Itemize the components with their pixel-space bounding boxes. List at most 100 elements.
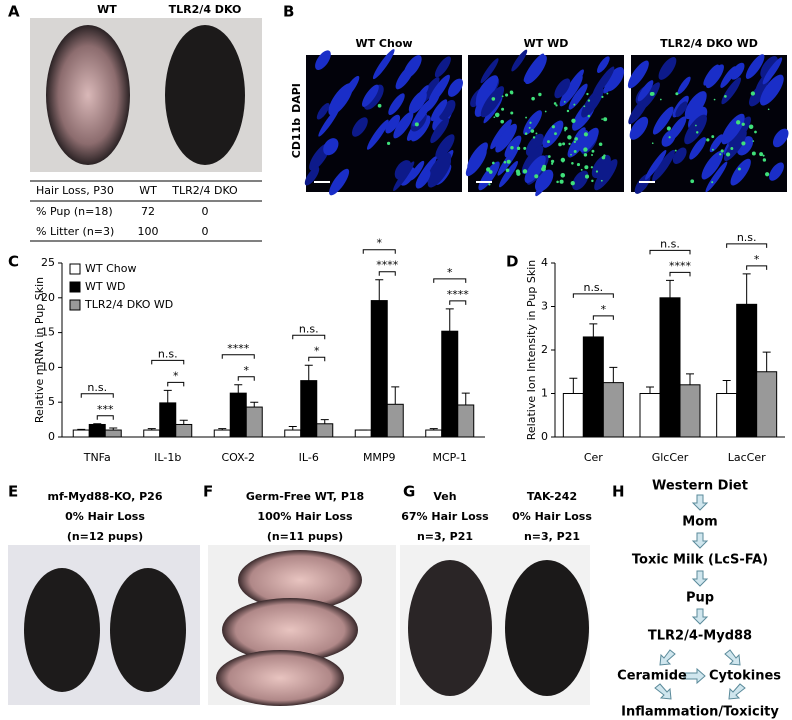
panel-label: E [8, 483, 18, 501]
stain-dot [531, 96, 535, 101]
stain-dot [666, 126, 671, 131]
x-tick-label: TNFa [83, 451, 111, 464]
bar [245, 406, 263, 438]
nucleus [447, 78, 463, 97]
bar [354, 429, 372, 438]
legend-label: WT Chow [85, 262, 136, 275]
stain-dot [503, 160, 507, 164]
stain-dot [765, 172, 770, 177]
bracket [649, 249, 691, 255]
y-axis-label: Relative Ion Intensity in Pup Skin [525, 260, 538, 440]
bar [386, 403, 404, 438]
x-tick-label: MMP9 [363, 451, 396, 464]
nucleus [323, 138, 339, 156]
photo [400, 545, 590, 705]
legend-label: TLR2/4 DKO WD [84, 298, 173, 311]
stain-dot [573, 149, 577, 153]
stain-dot [601, 118, 603, 120]
error-bar [429, 428, 438, 431]
photo [30, 18, 262, 172]
caption: (n=11 pups) [267, 530, 343, 543]
nucleus [579, 127, 599, 153]
nucleus [328, 83, 353, 116]
stain-dot [564, 126, 568, 131]
stain-dot [522, 169, 528, 174]
stain-dot [573, 140, 576, 144]
stain-dot [741, 141, 746, 146]
significance: n.s. [299, 322, 319, 335]
significance: * [447, 266, 453, 279]
bar [716, 393, 738, 438]
nucleus [705, 161, 728, 193]
nucleus [329, 168, 350, 196]
stain-dot [567, 135, 572, 140]
error-bar [250, 401, 259, 408]
nucleus [628, 95, 650, 125]
nucleus [428, 74, 450, 105]
nucleus [567, 130, 589, 158]
bar [316, 423, 334, 438]
stain-dot [566, 109, 570, 113]
diagram-node: TLR2/4-Myd88 [648, 629, 752, 644]
legend-label: WT WD [85, 280, 125, 293]
stain-dot [556, 180, 559, 184]
bracket [167, 381, 185, 387]
nucleus [661, 130, 676, 147]
significance: *** [97, 403, 114, 416]
stain-dot [551, 162, 554, 165]
stain-dot [748, 124, 754, 129]
caption: 0% Hair Loss [512, 510, 592, 523]
stain-dot [711, 181, 714, 184]
stain-dot [516, 171, 521, 176]
stain-dot [510, 146, 514, 150]
nucleus [400, 167, 416, 186]
stain-dot [506, 159, 511, 164]
bracket [96, 415, 114, 420]
diagram-node: Ceramide [617, 669, 687, 684]
error-bar [288, 426, 297, 431]
panel-label: C [8, 253, 19, 271]
stain-dot [583, 153, 588, 157]
caption: 67% Hair Loss [401, 510, 489, 523]
nucleus [534, 169, 554, 192]
stain-dot [510, 111, 514, 115]
photo [208, 545, 396, 706]
nucleus [759, 74, 784, 106]
panel-label: D [506, 253, 518, 271]
nucleus [749, 83, 768, 107]
stain-dot [606, 92, 609, 95]
nucleus [304, 166, 320, 186]
panel-label: F [203, 483, 213, 501]
bar [582, 336, 604, 438]
x-tick-label: Cer [584, 451, 603, 464]
stain-label: CD11b [290, 118, 303, 159]
error-bar [234, 384, 243, 394]
error-bar [589, 323, 598, 337]
stain-dot [501, 107, 505, 111]
significance: **** [669, 259, 692, 272]
stain-dot [751, 151, 756, 156]
bracket [449, 300, 467, 305]
error-bar [609, 366, 618, 383]
nucleus [675, 101, 688, 117]
y-tick-label: 2 [541, 343, 548, 356]
stain-dot [713, 98, 716, 101]
nucleus [703, 64, 720, 86]
stain-dot [603, 154, 606, 157]
stain-dot [690, 179, 695, 184]
table-header: TLR2/4 DKO [171, 184, 238, 197]
table-cell: % Pup (n=18) [36, 205, 113, 218]
nucleus [684, 114, 707, 145]
stain-dot [750, 91, 756, 96]
nucleus [523, 53, 545, 82]
significance: * [173, 369, 179, 382]
panel-title: WT WD [524, 37, 569, 50]
table-header: Hair Loss, P30 [36, 184, 114, 197]
stain-dot [762, 154, 765, 157]
bracket [378, 271, 396, 276]
bar [425, 429, 443, 438]
stain-dot [580, 168, 583, 171]
x-tick-label: COX-2 [221, 451, 255, 464]
nucleus [581, 87, 604, 118]
nucleus [652, 149, 675, 182]
